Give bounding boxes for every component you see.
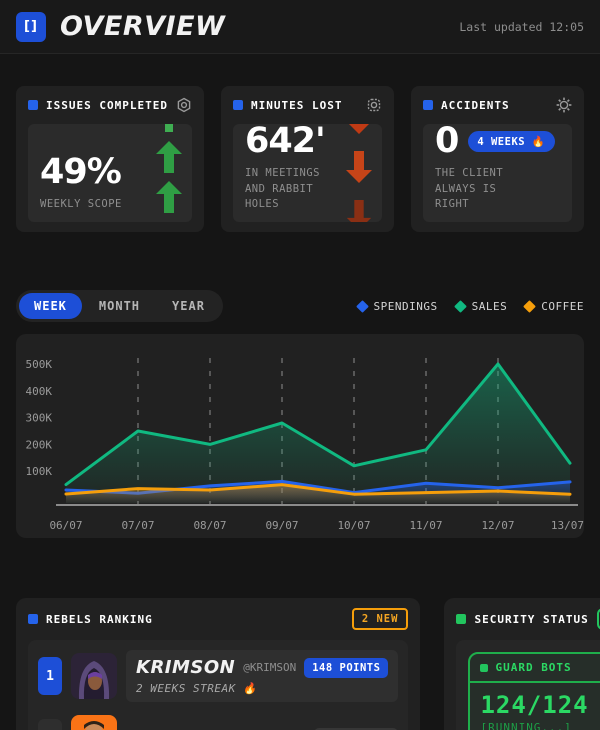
stat-card-accidents: ACCIDENTS 0 4 WEEKS 🔥 THE CLIENT ALWAYS … [410, 86, 584, 232]
rank-number: 1 [38, 657, 62, 695]
tab-week[interactable]: WEEK [19, 293, 82, 319]
line-area-chart[interactable]: 100K 200K 300K 400K 500K 06/07 07/07 08/07 09/07… [16, 334, 584, 538]
tab-month[interactable]: MONTH [84, 293, 155, 319]
svg-text:13/07: 13/07 [551, 519, 584, 532]
settings-gear-icon[interactable] [176, 97, 192, 113]
stat-card-title: MINUTES LOST [250, 98, 343, 112]
stat-panel: 49% WEEKLY SCOPE [28, 124, 192, 222]
guard-bots-count: 124/124 [480, 691, 589, 719]
legend-item-coffee[interactable]: COFFEE [523, 299, 584, 313]
time-range-tabs: WEEK MONTH YEAR [16, 290, 223, 322]
svg-text:10/07: 10/07 [337, 519, 370, 532]
stat-card-title: ISSUES COMPLETED [46, 98, 168, 112]
bottom-row: REBELS RANKING 2 NEW 1 [16, 598, 600, 730]
ranking-row-2[interactable]: 2 MATI @MA [38, 715, 399, 730]
settings-gear-icon[interactable] [366, 97, 382, 113]
stats-row: ISSUES COMPLETED 49% WEEKLY SCOPE [16, 86, 584, 232]
streak-badge: 4 WEEKS 🔥 [468, 131, 555, 153]
tab-year[interactable]: YEAR [157, 293, 220, 319]
stat-value: 0 [434, 124, 459, 162]
weekly-chart-card: 100K 200K 300K 400K 500K 06/07 07/07 08/07 09/07… [16, 334, 584, 538]
player-name: MATI [126, 728, 177, 730]
card-bullet-icon [456, 614, 467, 624]
stat-subtitle: IN MEETINGS AND RABBIT HOLES [244, 167, 321, 210]
points-badge: 148 POINTS [304, 657, 389, 678]
svg-text:500K: 500K [26, 358, 53, 371]
points-badge: 129 POINTS [314, 728, 399, 730]
stat-card-title: ACCIDENTS [440, 98, 510, 112]
stat-subtitle: WEEKLY SCOPE [40, 197, 122, 210]
player-info-panel: MATI @MATI 129 POINTS [126, 721, 399, 730]
card-bullet-icon [28, 100, 38, 110]
stat-card-issues-completed: ISSUES COMPLETED 49% WEEKLY SCOPE [16, 86, 204, 232]
new-count-badge: 2 NEW [351, 608, 409, 630]
chart-legend: SPENDINGS SALES COFFEE [355, 299, 584, 313]
svg-text:100K: 100K [26, 465, 53, 478]
stat-value: 49% [40, 151, 122, 192]
svg-text:200K: 200K [26, 438, 53, 451]
app-logo-icon: [] [16, 11, 46, 42]
last-updated-text: Last updated 12:05 [459, 19, 584, 34]
ranking-list: 1 KRIMSON @KRIMSON [28, 640, 409, 730]
rebels-ranking-card: REBELS RANKING 2 NEW 1 [16, 598, 421, 730]
stat-subtitle: THE CLIENT ALWAYS IS RIGHT [434, 167, 504, 210]
svg-text:08/07: 08/07 [193, 519, 226, 532]
stat-panel: 642' IN MEETINGS AND RABBIT HOLES [232, 124, 382, 222]
svg-text:07/07: 07/07 [121, 519, 154, 532]
card-bullet-icon [422, 100, 433, 110]
legend-item-sales[interactable]: SALES [453, 299, 508, 313]
card-bullet-icon [28, 614, 38, 624]
player-handle: @KRIMSON [243, 661, 297, 674]
card-bullet-icon [232, 100, 243, 110]
app-header: [] OVERVIEW Last updated 12:05 [0, 0, 600, 54]
legend-item-spendings[interactable]: SPENDINGS [355, 299, 438, 313]
guard-bullet-icon [480, 663, 489, 672]
page-title: OVERVIEW [60, 11, 226, 42]
guard-bots-box: GUARD BOTS 124/124 [RUNNING...] [468, 652, 600, 730]
trend-up-arrows-icon [155, 124, 182, 222]
guard-bots-title: GUARD BOTS [495, 661, 572, 674]
svg-text:12/07: 12/07 [481, 519, 514, 532]
settings-gear-icon[interactable] [556, 97, 572, 113]
security-panel: GUARD BOTS 124/124 [RUNNING...] [456, 640, 600, 730]
ranking-row-1[interactable]: 1 KRIMSON @KRIMSON [38, 650, 399, 702]
trend-down-arrows-icon [345, 124, 372, 222]
stat-value: 642' [244, 124, 326, 162]
svg-text:11/07: 11/07 [409, 519, 442, 532]
security-status-card: SECURITY STATUS ONLINE GUARD BOTS 124/12… [444, 598, 600, 730]
stat-panel: 0 4 WEEKS 🔥 THE CLIENT ALWAYS IS RIGHT [422, 124, 572, 222]
svg-text:09/07: 09/07 [265, 519, 298, 532]
rank-number: 2 [38, 719, 62, 730]
avatar-krimson [71, 653, 117, 699]
player-name: KRIMSON [136, 657, 236, 678]
security-title: SECURITY STATUS [474, 612, 589, 626]
svg-text:400K: 400K [26, 385, 53, 398]
coffee-diamond-icon [523, 299, 537, 313]
ranking-title: REBELS RANKING [46, 612, 153, 626]
avatar-mati [71, 715, 117, 730]
guard-bots-state: [RUNNING...] [480, 721, 572, 730]
spendings-diamond-icon [355, 299, 369, 313]
player-info-panel: KRIMSON @KRIMSON 148 POINTS 2 WEEKS STRE… [126, 650, 399, 702]
svg-text:300K: 300K [26, 412, 53, 425]
stat-card-minutes-lost: MINUTES LOST 642' IN MEETINGS AND RABBIT… [220, 86, 394, 232]
sales-diamond-icon [453, 299, 467, 313]
svg-text:06/07: 06/07 [49, 519, 82, 532]
chart-filter-row: WEEK MONTH YEAR SPENDINGS SALES COFFEE [16, 290, 584, 322]
streak-text: 2 WEEKS STREAK 🔥 [136, 682, 258, 695]
